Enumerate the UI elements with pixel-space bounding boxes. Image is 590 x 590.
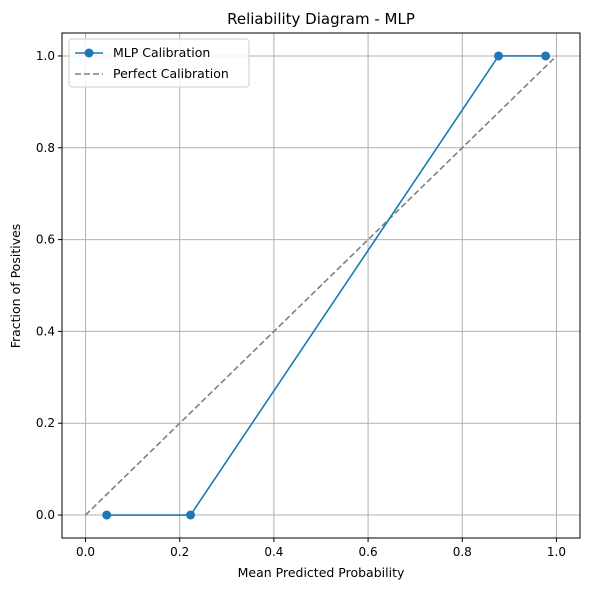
x-tick-label: 0.4 xyxy=(264,545,283,559)
y-tick-label: 0.6 xyxy=(36,233,55,247)
data-point xyxy=(102,510,112,520)
legend-label: MLP Calibration xyxy=(113,45,210,60)
x-tick-label: 0.2 xyxy=(170,545,189,559)
data-point xyxy=(494,51,504,61)
series-layer xyxy=(84,51,558,520)
x-tick-label: 0.8 xyxy=(453,545,472,559)
data-point xyxy=(186,510,196,520)
x-axis-label: Mean Predicted Probability xyxy=(238,565,405,580)
x-tick-label: 0.6 xyxy=(359,545,378,559)
y-tick-label: 0.8 xyxy=(36,141,55,155)
ticks: 0.0 0.2 0.4 0.6 0.8 1.0 0.0 0.2 0.4 0.6 0.8 1.0 xyxy=(36,49,566,559)
x-tick-label: 1.0 xyxy=(547,545,566,559)
series-line-0 xyxy=(106,55,546,516)
x-tick-label: 0.0 xyxy=(76,545,95,559)
plot-frame xyxy=(61,32,581,539)
y-tick-label: 1.0 xyxy=(36,49,55,63)
y-tick-label: 0.2 xyxy=(36,416,55,430)
data-point xyxy=(541,51,551,61)
y-tick-label: 0.0 xyxy=(36,508,55,522)
legend-marker xyxy=(84,48,94,58)
legend-box xyxy=(68,38,250,88)
y-axis-label: Fraction of Positives xyxy=(8,224,23,349)
legend: MLP Calibration Perfect Calibration xyxy=(68,38,250,88)
legend-label: Perfect Calibration xyxy=(113,66,229,81)
y-tick-label: 0.4 xyxy=(36,324,55,338)
chart-title: Reliability Diagram - MLP xyxy=(227,10,415,28)
series-line-1 xyxy=(84,55,558,516)
